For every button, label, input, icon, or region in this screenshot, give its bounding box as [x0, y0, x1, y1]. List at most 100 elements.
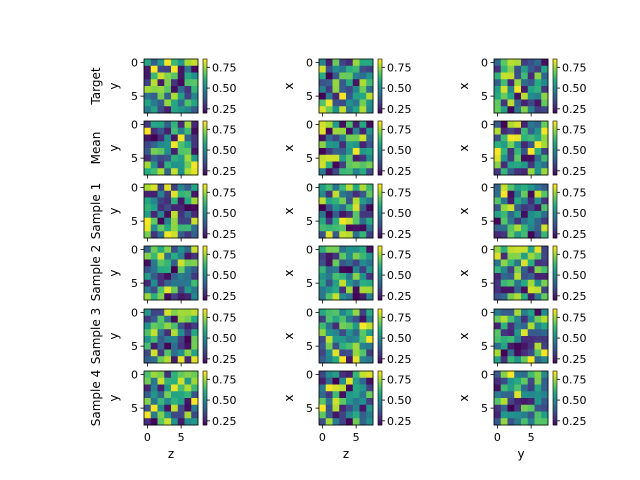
heatmap-cell	[319, 184, 327, 192]
heatmap-cell	[500, 371, 508, 379]
colorbar-segment	[553, 82, 557, 85]
y-tick-label: 5	[306, 152, 313, 165]
colorbar-tick-label: 0.50	[387, 207, 412, 220]
heatmap-cell	[177, 315, 185, 323]
colorbar-segment	[203, 337, 207, 340]
heatmap-cell	[521, 184, 529, 192]
heatmap-cell	[500, 309, 508, 317]
colorbar-segment	[203, 389, 207, 392]
heatmap-cell	[352, 246, 360, 254]
heatmap-cell	[494, 72, 502, 80]
colorbar-segment	[553, 121, 557, 124]
heatmap-frame	[493, 120, 549, 176]
heatmap-cell	[177, 231, 185, 239]
heatmap-cell	[191, 168, 199, 176]
heatmap-cell	[184, 377, 192, 385]
heatmap-cell	[177, 204, 185, 212]
colorbar-tick-label: 0.75	[212, 373, 237, 386]
heatmap-cell	[339, 391, 347, 399]
heatmap-cell	[514, 168, 522, 176]
heatmap-cell	[352, 148, 360, 156]
heatmap-cell	[346, 86, 354, 94]
heatmap-cell	[346, 127, 354, 135]
colorbar-segment	[378, 187, 382, 190]
heatmap-cell	[534, 259, 542, 267]
heatmap-cell	[346, 211, 354, 219]
heatmap-cell	[507, 356, 515, 364]
heatmap-cell	[184, 418, 192, 426]
heatmap-cell	[527, 184, 535, 192]
heatmap-cell	[527, 106, 535, 114]
heatmap-cell	[157, 329, 165, 337]
heatmap-cell	[541, 148, 549, 156]
heatmap-cell	[359, 92, 367, 100]
heatmap-cell	[191, 65, 199, 73]
heatmap-cell	[507, 377, 515, 385]
colorbar-frame	[377, 308, 383, 364]
heatmap-cell	[366, 92, 374, 100]
colorbar-tick-label: 0.75	[562, 248, 587, 261]
heatmap-cell	[171, 252, 179, 260]
colorbar-segment	[378, 173, 382, 176]
heatmap-cell	[527, 197, 535, 205]
heatmap-cell	[177, 322, 185, 330]
colorbar-segment	[378, 376, 382, 379]
heatmap-frame	[143, 370, 199, 426]
colorbar-segment	[203, 423, 207, 426]
heatmap-cell	[527, 418, 535, 426]
heatmap-cell	[319, 231, 327, 239]
y-axis-label: x	[457, 332, 471, 339]
heatmap-cell	[507, 309, 515, 317]
colorbar-segment	[553, 75, 557, 78]
colorbar-segment	[378, 390, 382, 393]
heatmap-cell	[366, 336, 374, 344]
heatmap-cell	[494, 154, 502, 162]
colorbar-segment	[378, 196, 382, 199]
heatmap-cell	[157, 161, 165, 169]
colorbar-tick-label: 0.50	[212, 144, 237, 157]
colorbar-tick-label: 0.25	[562, 353, 587, 366]
heatmap-cell	[325, 92, 333, 100]
colorbar-segment	[378, 111, 382, 114]
colorbar-segment	[378, 354, 382, 357]
heatmap-cell	[352, 356, 360, 364]
heatmap-cell	[157, 404, 165, 412]
colorbar-segment	[553, 193, 557, 196]
heatmap-cell	[164, 371, 172, 379]
heatmap-cell	[527, 92, 535, 100]
heatmap-cell	[177, 154, 185, 162]
x-tick-label: 5	[528, 431, 535, 444]
heatmap-cell	[319, 384, 327, 392]
colorbar-segment	[378, 73, 382, 76]
colorbar-segment	[553, 225, 557, 228]
heatmap-cell	[150, 154, 158, 162]
heatmap-cell	[352, 134, 360, 142]
row-label: Sample 4	[89, 370, 103, 426]
heatmap-cell	[191, 279, 199, 287]
heatmap-cell	[177, 72, 185, 80]
heatmap-cell	[366, 315, 374, 323]
heatmap-cell	[191, 411, 199, 419]
heatmap-cell	[521, 92, 529, 100]
colorbar-segment	[203, 345, 207, 348]
heatmap-cell	[521, 231, 529, 239]
heatmap-cell	[494, 279, 502, 287]
colorbar-segment	[553, 158, 557, 161]
heatmap-cell	[332, 154, 340, 162]
colorbar-segment	[203, 253, 207, 256]
y-tick-label: 0	[131, 181, 138, 194]
heatmap-cell	[514, 329, 522, 337]
heatmap-cell	[494, 127, 502, 135]
colorbar-segment	[378, 264, 382, 267]
heatmap-cell	[346, 259, 354, 267]
heatmap-cell	[157, 79, 165, 87]
heatmap-cell	[507, 266, 515, 274]
heatmap-cell	[494, 204, 502, 212]
heatmap-cell	[171, 127, 179, 135]
colorbar-segment	[378, 328, 382, 331]
heatmap-cell	[359, 72, 367, 80]
heatmap-cell	[521, 106, 529, 114]
colorbar-segment	[203, 64, 207, 67]
colorbar-segment	[378, 209, 382, 212]
heatmap-cell	[325, 309, 333, 317]
